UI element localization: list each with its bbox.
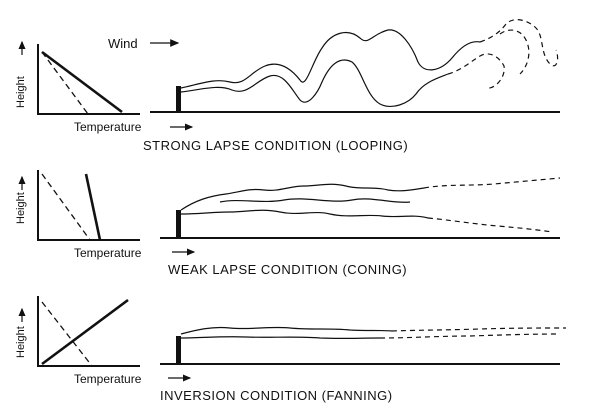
plume-lower-edge [180, 209, 429, 219]
panel-fanning: Height Temperature INVERSION CONDITION (… [15, 296, 567, 403]
plume-scene-looping [150, 19, 560, 113]
wind-indicator: Wind [108, 36, 180, 51]
caption-looping: STRONG LAPSE CONDITION (LOOPING) [143, 138, 408, 153]
environmental-lapse-line [41, 50, 123, 114]
smokestack [176, 86, 181, 112]
plume-dispersing-tail [447, 19, 559, 89]
caption-coning: WEAK LAPSE CONDITION (CONING) [168, 262, 407, 277]
lapse-graph-looping: Height Temperature [15, 40, 194, 134]
wind-label: Wind [108, 36, 138, 51]
plume-upper-tail [423, 177, 561, 189]
plume-lower-edge [180, 59, 449, 107]
adiabatic-lapse-line [41, 301, 93, 367]
adiabatic-lapse-line [41, 173, 91, 241]
lapse-graph-coning: Height Temperature [15, 170, 196, 260]
x-axis-label: Temperature [74, 372, 142, 386]
panel-looping: Height Temperature STRONG LAPSE CONDITIO… [15, 19, 560, 153]
lapse-graph-fanning: Height Temperature [15, 296, 192, 386]
y-axis-label: Height [15, 326, 27, 358]
plume-loop-fragment [499, 29, 530, 75]
plume-lower-tail [379, 333, 561, 339]
plume-lower-tail [427, 217, 553, 233]
x-axis-label: Temperature [74, 246, 142, 260]
panel-coning: Height Temperature WEAK LAPSE CONDITION … [15, 170, 561, 277]
y-axis-label: Height [15, 192, 27, 224]
plume-upper-tail [391, 327, 567, 332]
smokestack [176, 210, 181, 238]
adiabatic-lapse-line [41, 51, 89, 115]
y-axis-label: Height [15, 76, 27, 108]
plume-upper-edge [180, 326, 393, 335]
caption-fanning: INVERSION CONDITION (FANNING) [160, 388, 393, 403]
environmental-lapse-line [84, 173, 102, 241]
plume-scene-coning [160, 177, 561, 239]
plume-scene-fanning [160, 326, 567, 365]
environmental-lapse-line [41, 298, 129, 366]
plume-lower-edge [180, 336, 381, 340]
plume-upper-edge [180, 29, 481, 89]
graph-axes [37, 296, 140, 367]
smokestack [176, 336, 181, 364]
x-axis-label: Temperature [74, 120, 142, 134]
plume-core [219, 198, 411, 203]
plume-upper-edge [180, 183, 425, 211]
graph-axes [37, 44, 140, 115]
graph-axes [37, 170, 140, 241]
